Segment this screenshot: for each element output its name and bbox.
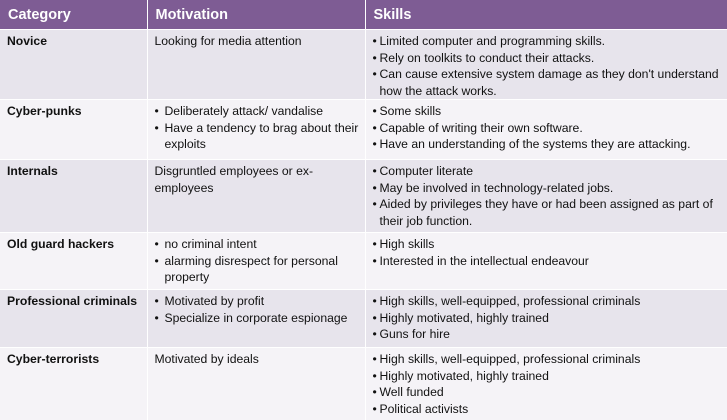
table-row: Novice Looking for media attention Limit… [0, 29, 727, 100]
motivation-list: no criminal intent alarming disrespect f… [155, 236, 359, 286]
skill-item: Computer literate [373, 163, 722, 180]
skill-item: Aided by privileges they have or had bee… [373, 196, 722, 229]
skill-item: High skills, well-equipped, professional… [373, 351, 722, 368]
motivation-item: alarming disrespect for personal propert… [155, 253, 359, 286]
header-motivation: Motivation [147, 0, 366, 30]
header-row: Category Motivation Skills [0, 0, 727, 30]
header-category: Category [0, 0, 148, 30]
skill-item: Limited computer and programming skills. [373, 33, 722, 50]
table-row: Cyber-terrorists Motivated by ideals Hig… [0, 347, 727, 420]
skill-item: Have an understanding of the systems the… [373, 136, 722, 153]
header-skills: Skills [365, 0, 727, 30]
skills-cell: Limited computer and programming skills.… [365, 29, 727, 100]
table-row: Professional criminals Motivated by prof… [0, 289, 727, 348]
table-row: Internals Disgruntled employees or ex-em… [0, 159, 727, 233]
motivation-text: Disgruntled employees or ex-employees [154, 164, 314, 195]
skill-item: Highly motivated, highly trained [373, 310, 722, 327]
skills-list: High skills, well-equipped, professional… [373, 351, 722, 417]
skill-item: Some skills [373, 103, 722, 120]
skill-item: Well funded [373, 384, 722, 401]
skills-cell: Computer literate May be involved in tec… [365, 159, 727, 233]
skill-item: Guns for hire [373, 326, 722, 343]
skills-cell: High skills, well-equipped, professional… [365, 347, 727, 420]
skill-item: Rely on toolkits to conduct their attack… [373, 50, 722, 67]
skills-list: Some skills Capable of writing their own… [373, 103, 722, 153]
skills-list: High skills Interested in the intellectu… [373, 236, 722, 269]
motivation-item: Deliberately attack/ vandalise [155, 103, 359, 120]
skill-item: Capable of writing their own software. [373, 120, 722, 137]
skills-cell: Some skills Capable of writing their own… [365, 99, 727, 160]
motivation-item: no criminal intent [155, 236, 359, 253]
motivation-item: Have a tendency to brag about their expl… [155, 120, 359, 153]
category-cell: Internals [0, 159, 148, 233]
table-row: Old guard hackers no criminal intent ala… [0, 232, 727, 290]
skill-item: High skills [373, 236, 722, 253]
motivation-text: Motivated by ideals [154, 352, 259, 366]
table-row: Cyber-punks Deliberately attack/ vandali… [0, 99, 727, 160]
motivation-cell: Disgruntled employees or ex-employees [147, 159, 366, 233]
skill-item: May be involved in technology-related jo… [373, 180, 722, 197]
skill-item: Can cause extensive system damage as the… [373, 66, 722, 99]
motivation-cell: Motivated by ideals [147, 347, 366, 420]
motivation-cell: no criminal intent alarming disrespect f… [147, 232, 366, 290]
motivation-cell: Deliberately attack/ vandalise Have a te… [147, 99, 366, 160]
skills-list: High skills, well-equipped, professional… [373, 293, 722, 343]
skills-list: Limited computer and programming skills.… [373, 33, 722, 99]
motivation-list: Deliberately attack/ vandalise Have a te… [155, 103, 359, 153]
skills-list: Computer literate May be involved in tec… [373, 163, 722, 229]
motivation-cell: Motivated by profit Specialize in corpor… [147, 289, 366, 348]
skill-item: Political activists [373, 401, 722, 418]
category-cell: Cyber-punks [0, 99, 148, 160]
motivation-item: Specialize in corporate espionage [155, 310, 359, 327]
motivation-cell: Looking for media attention [147, 29, 366, 100]
skill-item: High skills, well-equipped, professional… [373, 293, 722, 310]
category-cell: Novice [0, 29, 148, 100]
skill-item: Interested in the intellectual endeavour [373, 253, 722, 270]
motivation-item: Motivated by profit [155, 293, 359, 310]
skills-cell: High skills, well-equipped, professional… [365, 289, 727, 348]
skill-item: Highly motivated, highly trained [373, 368, 722, 385]
category-cell: Professional criminals [0, 289, 148, 348]
category-cell: Cyber-terrorists [0, 347, 148, 420]
motivation-list: Motivated by profit Specialize in corpor… [155, 293, 359, 326]
skills-cell: High skills Interested in the intellectu… [365, 232, 727, 290]
motivation-text: Looking for media attention [154, 34, 302, 48]
category-cell: Old guard hackers [0, 232, 148, 290]
